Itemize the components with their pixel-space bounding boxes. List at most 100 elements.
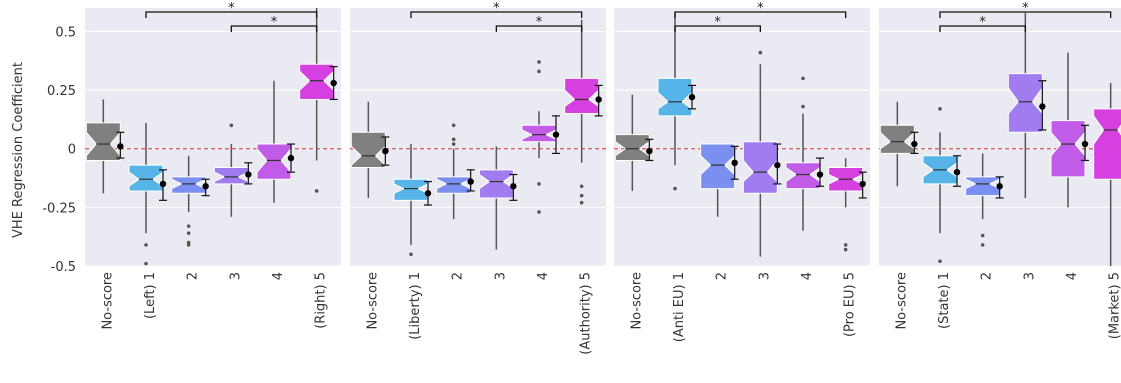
significance-bracket — [230, 25, 318, 32]
outlier-point — [938, 259, 942, 264]
y-tick-label: -0.5 — [51, 260, 76, 275]
x-tick-label: (State) 1 — [937, 272, 952, 329]
outlier-point — [229, 123, 234, 128]
x-tick-label: 2 — [980, 272, 995, 280]
mean-point — [911, 140, 918, 148]
outlier-point — [579, 200, 584, 205]
significance-star: * — [1022, 1, 1029, 16]
mean-point — [510, 183, 517, 190]
box-group — [1007, 12, 1047, 198]
box — [657, 77, 693, 117]
x-tick-label: No-score — [100, 272, 115, 330]
mean-point — [688, 93, 696, 101]
box-group — [350, 101, 390, 198]
outlier-point — [314, 189, 319, 193]
box-group — [521, 60, 560, 214]
mean-point — [816, 171, 824, 178]
y-tick-label: 0.5 — [55, 25, 76, 40]
outlier-point — [758, 50, 763, 55]
outlier-point — [186, 231, 191, 235]
x-tick-label: 3 — [757, 272, 772, 280]
significance-star: * — [228, 1, 235, 16]
mean-point — [1081, 140, 1089, 148]
box-group — [657, 12, 696, 191]
x-tick-label: 2 — [186, 272, 201, 280]
mean-point — [646, 147, 653, 155]
mean-point — [595, 96, 602, 103]
mean-point — [382, 147, 389, 155]
significance-bracket — [674, 25, 761, 32]
significance-bracket — [939, 25, 1026, 32]
box-group — [879, 101, 919, 187]
outlier-point — [938, 107, 942, 111]
box-group — [614, 94, 654, 191]
outlier-point — [409, 252, 413, 257]
mean-point — [731, 159, 738, 166]
x-tick-label: 4 — [1065, 272, 1080, 280]
box — [350, 131, 386, 168]
x-tick-label: 2 — [715, 272, 730, 280]
mean-point — [287, 154, 295, 162]
outlier-point — [843, 247, 848, 252]
significance-bracket — [674, 11, 847, 18]
outlier-point — [186, 224, 191, 228]
box-group — [1093, 83, 1121, 266]
panel-4: No-score (State) 1 2 3 4 (Market) 5 * * — [879, 1, 1121, 339]
x-tick-label: 4 — [271, 272, 286, 280]
mean-point — [424, 190, 432, 197]
x-tick-label: (Market) 5 — [1108, 272, 1121, 339]
significance-star: * — [271, 15, 278, 30]
outlier-point — [537, 60, 541, 64]
panels-container: No-score (Left) 1 2 3 4 (Right) 5 * * No-score (L… — [85, 1, 1121, 355]
panel-2: No-score (Liberty) 1 2 3 4 (Authority) 5 * * — [350, 1, 606, 355]
mean-point — [774, 161, 781, 169]
significance-bracket — [939, 11, 1112, 18]
significance-star: * — [714, 15, 721, 30]
mean-point — [552, 131, 560, 138]
box-group — [436, 123, 475, 220]
outlier-point — [144, 261, 148, 266]
box-group — [393, 144, 432, 257]
box-group — [828, 158, 867, 252]
panel-3: No-score (Anti EU) 1 2 3 4 (Pro EU) 5 * * — [614, 1, 870, 342]
outlier-point — [451, 137, 456, 142]
box-group — [785, 76, 824, 231]
outlier-point — [537, 69, 541, 74]
mean-point — [202, 183, 209, 190]
x-tick-label: (Authority) 5 — [579, 272, 594, 355]
box-group — [564, 19, 603, 205]
significance-star: * — [979, 15, 986, 30]
mean-point — [953, 168, 961, 176]
x-tick-label: 3 — [1022, 272, 1037, 280]
mean-point — [467, 178, 474, 185]
x-tick-label: 2 — [451, 272, 466, 280]
outlier-point — [843, 243, 848, 247]
outlier-point — [579, 184, 584, 189]
y-tick-label: 0 — [68, 143, 76, 158]
box-group — [700, 143, 739, 217]
mean-point — [245, 171, 252, 178]
box — [85, 122, 121, 161]
outlier-point — [801, 76, 805, 81]
box-group — [171, 155, 210, 247]
y-axis-label: VHE Regression Coefficient — [11, 62, 26, 238]
outlier-point — [451, 123, 456, 128]
box-group — [478, 146, 518, 250]
box-group — [965, 153, 1004, 247]
outlier-point — [980, 233, 985, 238]
box-group — [742, 50, 782, 257]
panel-1: No-score (Left) 1 2 3 4 (Right) 5 * * — [85, 1, 341, 330]
mean-point — [1039, 103, 1046, 110]
significance-bracket — [410, 11, 583, 18]
outlier-point — [579, 193, 584, 198]
x-tick-label: No-score — [629, 272, 644, 330]
outlier-point — [451, 142, 456, 146]
panel-background — [350, 8, 606, 266]
mean-point — [117, 143, 124, 150]
outlier-point — [186, 243, 191, 247]
panel-background — [614, 8, 870, 266]
outlier-point — [980, 243, 985, 247]
significance-bracket — [145, 11, 318, 18]
x-tick-label: 4 — [800, 272, 815, 280]
